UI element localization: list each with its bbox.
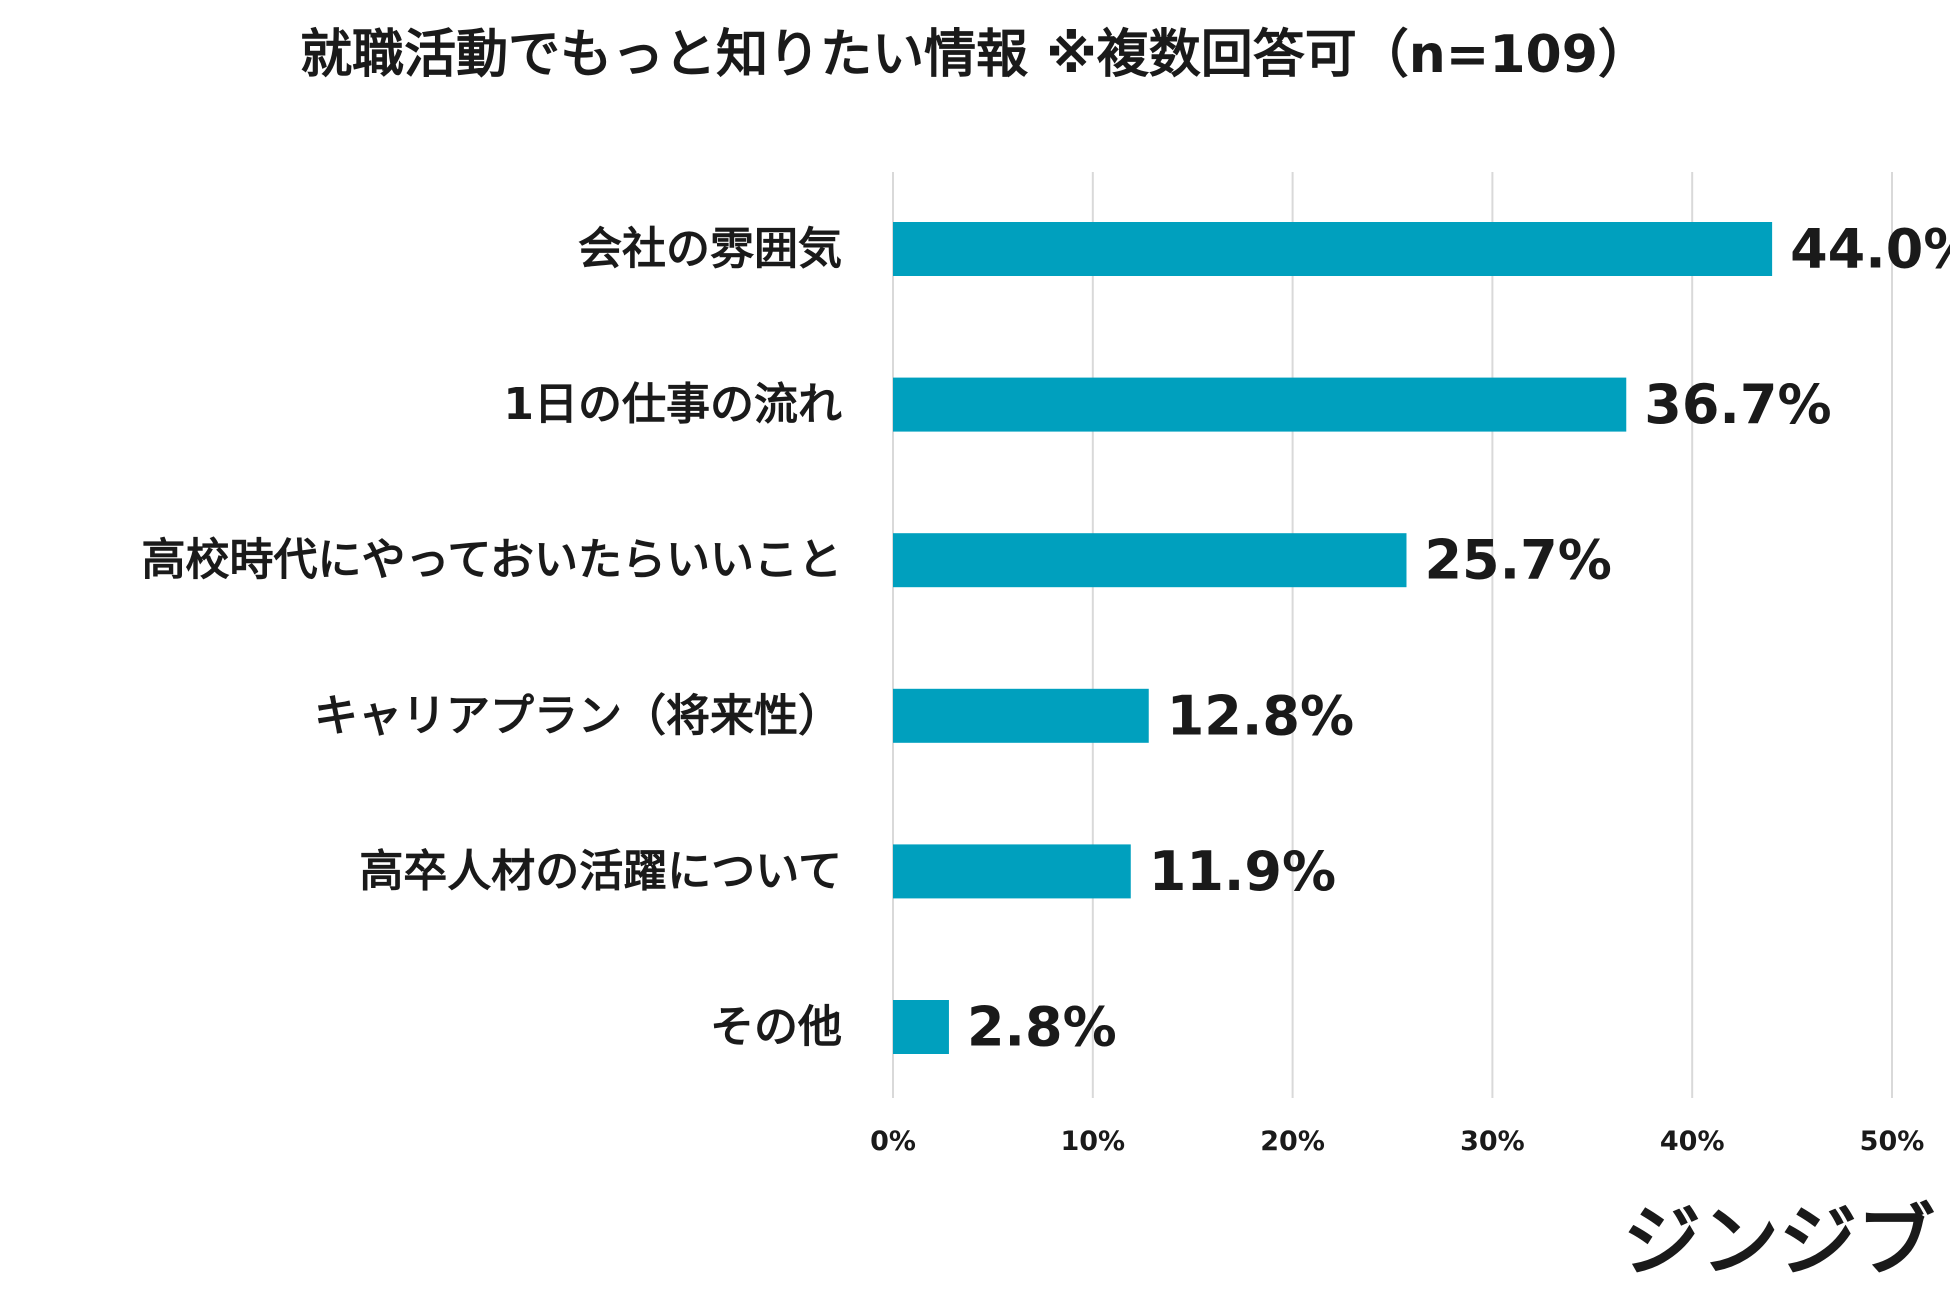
data-label: 44.0% <box>1790 218 1950 281</box>
data-label: 2.8% <box>967 996 1117 1059</box>
x-axis-ticks: 0% 10% 20% 30% 40% 50% <box>870 1126 1924 1157</box>
brand-logo: ジンジブ <box>1623 1197 1935 1287</box>
category-label: 高卒人材の活躍について <box>359 846 842 897</box>
x-tick-label: 50% <box>1860 1126 1925 1157</box>
bar <box>893 688 1149 743</box>
data-label: 12.8% <box>1167 684 1354 747</box>
value-labels: 44.0% 36.7% 25.7% 12.8% 11.9% 2.8% <box>967 218 1950 1059</box>
bar <box>893 844 1131 899</box>
category-label: 高校時代にやっておいたらいいこと <box>142 535 842 586</box>
x-tick-label: 20% <box>1260 1126 1325 1157</box>
grid-lines <box>892 172 1893 1098</box>
data-label: 11.9% <box>1149 840 1336 903</box>
data-label: 36.7% <box>1644 373 1831 436</box>
category-label: キャリアプラン（将来性） <box>314 690 842 741</box>
category-label: 1日の仕事の流れ <box>503 379 842 430</box>
x-tick-label: 40% <box>1660 1126 1725 1157</box>
category-label: 会社の雰囲気 <box>578 224 842 275</box>
category-label: その他 <box>710 1002 842 1053</box>
bar <box>893 1000 949 1054</box>
data-label: 25.7% <box>1424 529 1611 592</box>
bar <box>893 533 1407 588</box>
bar <box>893 377 1627 432</box>
x-tick-label: 0% <box>870 1126 916 1157</box>
x-tick-label: 10% <box>1060 1126 1125 1157</box>
x-tick-label: 30% <box>1460 1126 1525 1157</box>
chart-title: 就職活動でもっと知りたい情報 ※複数回答可（n=109） <box>300 25 1650 85</box>
bar <box>893 222 1773 276</box>
bars <box>893 222 1773 1054</box>
category-labels: 会社の雰囲気 1日の仕事の流れ高校時代にやっておいたらいいことキャリアプラン（将来… <box>142 224 842 1053</box>
